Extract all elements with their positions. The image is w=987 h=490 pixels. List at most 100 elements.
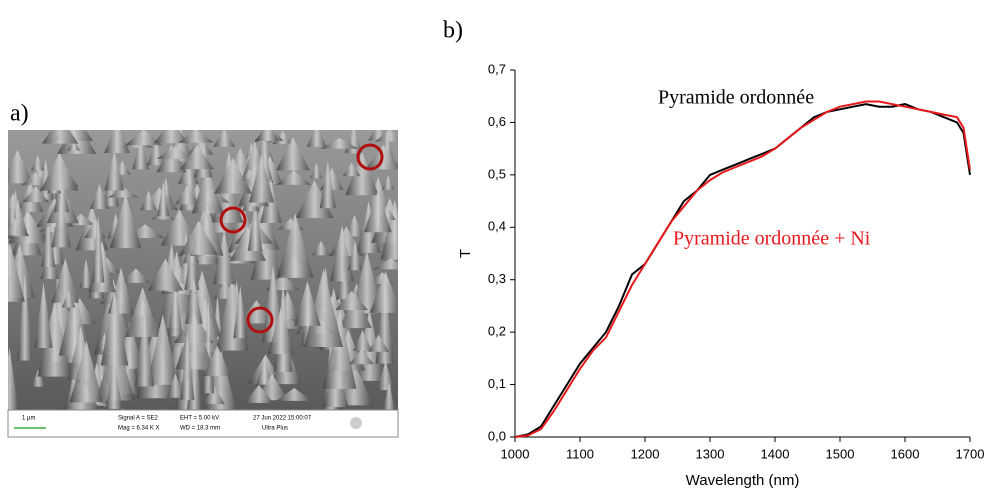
spike	[229, 226, 267, 261]
spike	[335, 291, 369, 311]
spike	[8, 149, 34, 184]
scale-bar-label: 1 µm	[22, 416, 35, 422]
spike	[156, 146, 195, 159]
spike	[213, 158, 252, 194]
spike	[304, 268, 343, 348]
spike	[350, 251, 383, 314]
spike	[342, 162, 361, 177]
spike	[336, 271, 353, 300]
x-tick-label: 1500	[826, 446, 855, 461]
spike	[320, 137, 359, 149]
spike	[125, 130, 162, 146]
spike	[153, 130, 189, 144]
y-tick-label: 0,5	[488, 166, 506, 181]
spike	[121, 268, 151, 283]
sem-info: 27 Jun 2022 15:00:07	[253, 416, 312, 422]
spike	[339, 293, 372, 329]
spike	[276, 213, 314, 278]
spike	[89, 184, 110, 209]
spike	[168, 271, 183, 337]
spike	[34, 282, 53, 348]
spike	[51, 198, 71, 248]
series-label: Pyramide ordonnée + Ni	[673, 228, 871, 250]
spike	[100, 291, 129, 366]
spike	[310, 162, 323, 179]
spike	[54, 174, 70, 213]
sem-info: Mag = 6.34 K X	[118, 426, 160, 432]
logo	[350, 417, 362, 429]
spike	[191, 167, 224, 214]
spike	[67, 138, 81, 151]
highlight-circle	[246, 306, 274, 334]
spike	[8, 218, 29, 236]
spike	[276, 137, 310, 171]
spike	[146, 314, 179, 385]
x-tick-label: 1100	[566, 446, 594, 461]
spike	[255, 137, 274, 162]
sem-info: Ultra Plus	[262, 426, 288, 432]
spike	[213, 130, 236, 147]
spike	[247, 198, 263, 251]
spike	[345, 214, 364, 237]
spike	[41, 215, 56, 267]
spike	[109, 193, 142, 249]
spike	[69, 340, 104, 403]
spike	[203, 386, 225, 405]
series-line	[514, 103, 971, 438]
spike	[294, 281, 321, 326]
spike	[8, 347, 19, 410]
spike	[157, 181, 170, 216]
x-tick-label: 1300	[696, 446, 725, 461]
spike	[322, 310, 357, 389]
spike	[256, 130, 279, 141]
spike	[319, 160, 336, 209]
spike	[104, 130, 130, 154]
y-tick-label: 0,4	[488, 219, 506, 234]
sem-info: Signal A = SE2	[118, 416, 159, 422]
spike	[267, 308, 294, 355]
sem-info: WD = 18.3 mm	[180, 426, 220, 432]
spike	[369, 271, 398, 313]
spike	[107, 187, 139, 198]
y-tick-label: 0,7	[488, 61, 506, 76]
spike	[295, 180, 334, 219]
spike	[22, 186, 49, 203]
sem-texture	[8, 130, 398, 410]
spike	[166, 373, 185, 398]
y-axis-title: T	[457, 249, 474, 258]
spike	[175, 185, 199, 205]
spike	[185, 278, 203, 324]
spike	[147, 258, 184, 291]
series-label: Pyramide ordonnée	[658, 87, 814, 109]
spike	[233, 285, 248, 339]
spike	[31, 369, 46, 387]
spike	[180, 145, 214, 170]
spike	[276, 387, 312, 401]
sem-info-bar	[7, 409, 399, 438]
spike	[125, 286, 161, 338]
spike	[312, 240, 330, 256]
spike	[203, 345, 232, 377]
spike	[368, 334, 390, 352]
spike	[381, 175, 395, 190]
x-tick-label: 1600	[891, 446, 920, 461]
x-tick-label: 1000	[501, 446, 530, 461]
spike	[347, 240, 363, 271]
spike	[41, 130, 79, 144]
spike	[372, 258, 398, 270]
y-tick-label: 0,6	[488, 114, 506, 129]
spike	[17, 273, 33, 361]
highlight-circle	[219, 206, 247, 234]
spike	[184, 239, 200, 290]
spike	[134, 313, 155, 387]
spike	[345, 151, 379, 196]
spike	[8, 243, 25, 302]
spike	[175, 313, 214, 370]
spike	[132, 138, 150, 170]
spike	[95, 334, 136, 401]
spike	[178, 130, 214, 143]
spike	[248, 154, 275, 203]
spike	[140, 190, 157, 211]
spike	[51, 258, 79, 303]
